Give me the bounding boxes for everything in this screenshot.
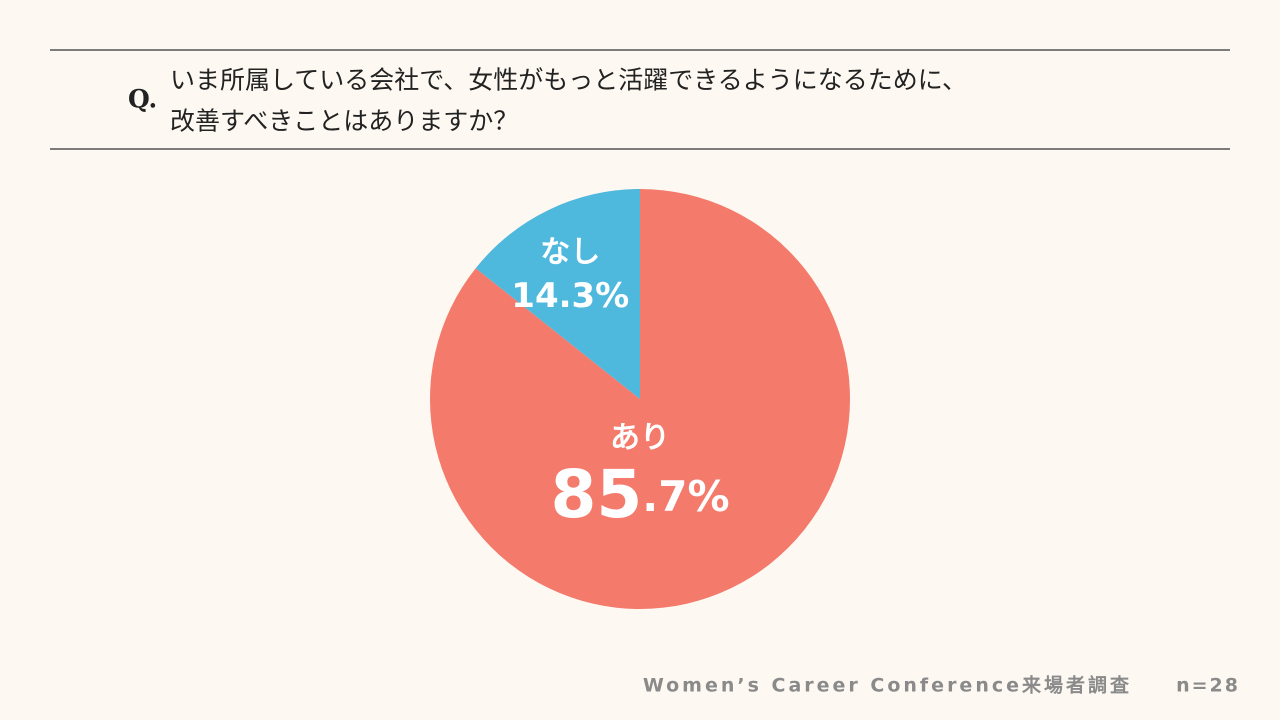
slice-name: なし	[540, 235, 600, 270]
slice-value: 14.3%	[511, 276, 629, 316]
pie-slice	[430, 189, 851, 609]
pie-slice	[475, 189, 640, 399]
question-line: 改善すべきことはありますか？	[170, 107, 518, 136]
slice-value: 85.7%	[550, 456, 729, 533]
question-prefix: Q.	[128, 85, 157, 114]
source-note: Women’s Career Conference来場者調査	[643, 674, 1132, 697]
question-line: いま所属している会社で、女性がもっと活躍できるようになるために、	[170, 66, 967, 95]
slice-name: あり	[610, 421, 670, 456]
sample-size: n=28	[1176, 675, 1240, 697]
